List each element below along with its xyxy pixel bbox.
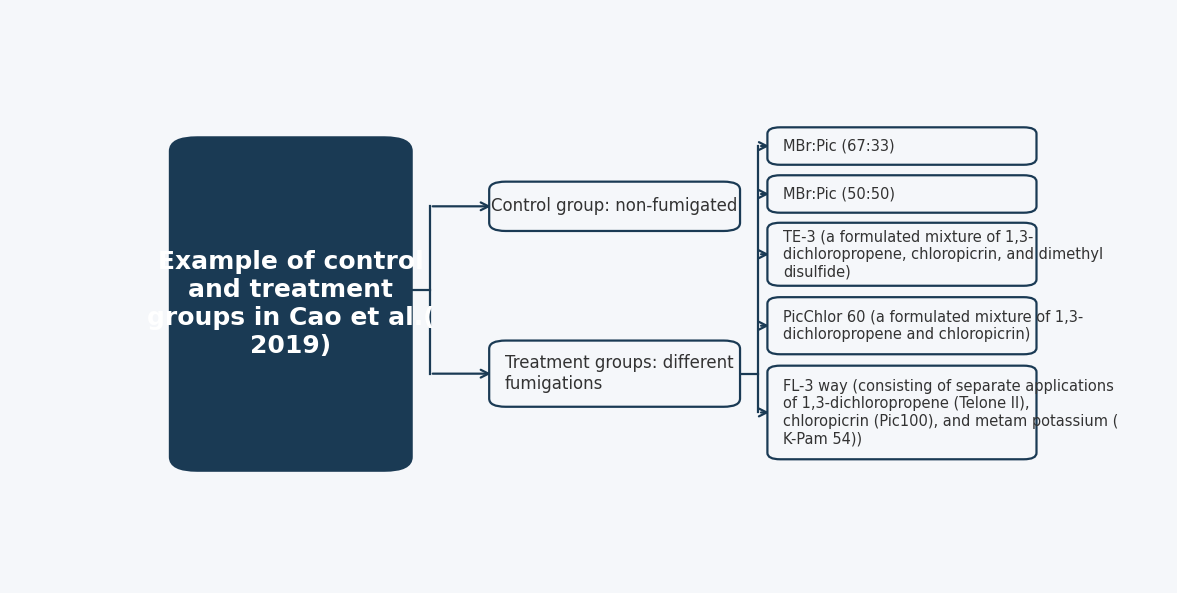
FancyBboxPatch shape	[767, 366, 1037, 459]
FancyBboxPatch shape	[767, 297, 1037, 354]
FancyBboxPatch shape	[490, 340, 740, 407]
Text: MBr:Pic (50:50): MBr:Pic (50:50)	[783, 186, 895, 202]
Text: Control group: non-fumigated: Control group: non-fumigated	[492, 197, 738, 215]
Text: MBr:Pic (67:33): MBr:Pic (67:33)	[783, 139, 895, 154]
Text: Example of control
and treatment
groups in Cao et al.(
2019): Example of control and treatment groups …	[147, 250, 434, 358]
FancyBboxPatch shape	[767, 223, 1037, 286]
FancyBboxPatch shape	[490, 181, 740, 231]
FancyBboxPatch shape	[169, 138, 412, 471]
Text: PicChlor 60 (a formulated mixture of 1,3-
dichloropropene and chloropicrin): PicChlor 60 (a formulated mixture of 1,3…	[783, 310, 1083, 342]
Text: TE-3 (a formulated mixture of 1,3-
dichloropropene, chloropicrin, and dimethyl
d: TE-3 (a formulated mixture of 1,3- dichl…	[783, 229, 1103, 279]
Text: FL-3 way (consisting of separate applications
of 1,3-dichloropropene (Telone II): FL-3 way (consisting of separate applica…	[783, 379, 1118, 446]
FancyBboxPatch shape	[767, 127, 1037, 165]
Text: Treatment groups: different
fumigations: Treatment groups: different fumigations	[505, 354, 733, 393]
FancyBboxPatch shape	[767, 176, 1037, 213]
